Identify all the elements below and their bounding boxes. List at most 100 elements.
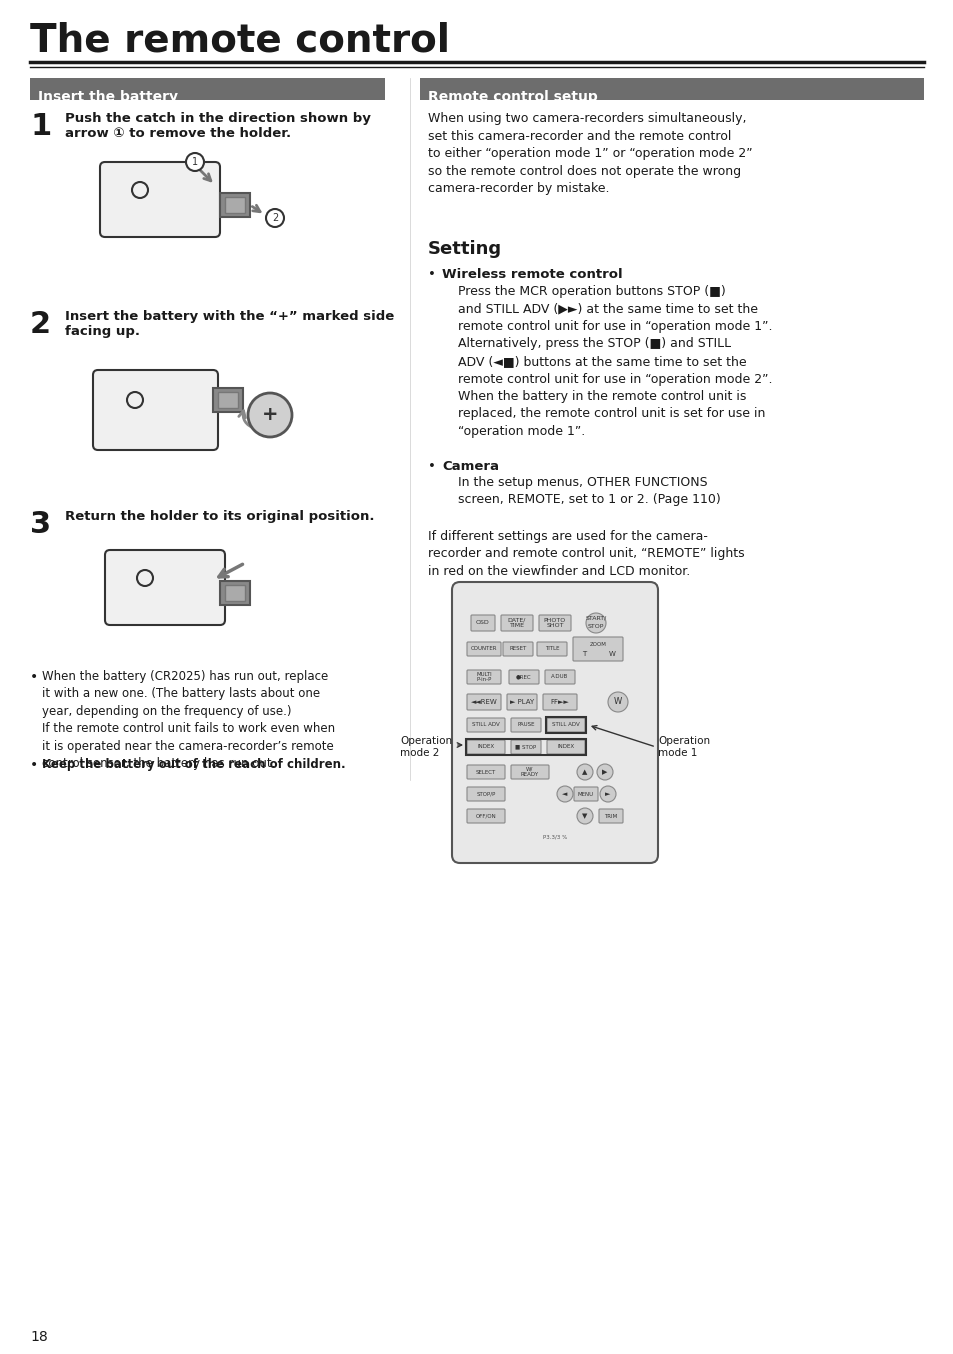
Text: ●REC: ●REC <box>516 674 531 680</box>
Text: ZOOM: ZOOM <box>589 642 606 646</box>
Text: 1: 1 <box>30 112 51 141</box>
Circle shape <box>577 764 593 780</box>
FancyBboxPatch shape <box>220 581 250 605</box>
Text: Insert the battery: Insert the battery <box>38 89 178 104</box>
Text: COUNTER: COUNTER <box>470 646 497 651</box>
Text: The remote control: The remote control <box>30 22 450 60</box>
Text: STOP/P: STOP/P <box>476 792 496 796</box>
FancyBboxPatch shape <box>574 787 598 802</box>
Text: Camera: Camera <box>441 460 498 473</box>
FancyBboxPatch shape <box>419 79 923 100</box>
Text: W/
READY: W/ READY <box>520 766 538 777</box>
Text: When using two camera-recorders simultaneously,
set this camera-recorder and the: When using two camera-recorders simultan… <box>428 112 752 195</box>
FancyBboxPatch shape <box>452 582 658 862</box>
FancyBboxPatch shape <box>538 615 571 631</box>
Text: 2: 2 <box>30 310 51 338</box>
FancyBboxPatch shape <box>511 718 540 733</box>
Text: ◄◄REW: ◄◄REW <box>470 699 497 705</box>
Circle shape <box>577 808 593 825</box>
FancyBboxPatch shape <box>467 695 500 709</box>
Text: STILL ADV: STILL ADV <box>472 723 499 727</box>
Text: START/: START/ <box>585 616 606 620</box>
FancyBboxPatch shape <box>598 808 622 823</box>
FancyBboxPatch shape <box>100 162 220 237</box>
Text: •: • <box>30 758 38 772</box>
Circle shape <box>597 764 613 780</box>
Text: DATE/
TIME: DATE/ TIME <box>507 617 526 628</box>
Text: TITLE: TITLE <box>544 646 558 651</box>
Text: ■ STOP: ■ STOP <box>515 745 536 750</box>
FancyBboxPatch shape <box>218 393 237 408</box>
Text: Press the MCR operation buttons STOP (■)
and STILL ADV (▶►) at the same time to : Press the MCR operation buttons STOP (■)… <box>457 284 772 437</box>
Text: •: • <box>428 460 436 473</box>
Text: Keep the battery out of the reach of children.: Keep the battery out of the reach of chi… <box>42 758 345 770</box>
Text: ◄: ◄ <box>561 791 567 798</box>
Text: Remote control setup: Remote control setup <box>428 89 598 104</box>
FancyBboxPatch shape <box>511 741 540 754</box>
Text: In the setup menus, OTHER FUNCTIONS
screen, REMOTE, set to 1 or 2. (Page 110): In the setup menus, OTHER FUNCTIONS scre… <box>457 477 720 506</box>
Circle shape <box>599 787 616 802</box>
Text: ► PLAY: ► PLAY <box>509 699 534 705</box>
FancyBboxPatch shape <box>225 585 245 601</box>
FancyBboxPatch shape <box>506 695 537 709</box>
Text: Return the holder to its original position.: Return the holder to its original positi… <box>65 510 375 523</box>
Text: W: W <box>613 697 621 707</box>
Text: Operation
mode 2: Operation mode 2 <box>399 737 452 758</box>
FancyBboxPatch shape <box>467 787 504 802</box>
FancyBboxPatch shape <box>573 636 622 661</box>
FancyBboxPatch shape <box>467 765 504 779</box>
Text: ▼: ▼ <box>581 812 587 819</box>
Text: ▶: ▶ <box>601 769 607 774</box>
FancyBboxPatch shape <box>537 642 566 655</box>
FancyBboxPatch shape <box>500 615 533 631</box>
Text: SELECT: SELECT <box>476 769 496 774</box>
FancyBboxPatch shape <box>467 670 500 684</box>
Text: MULTI
P-in-P: MULTI P-in-P <box>476 672 492 682</box>
Circle shape <box>266 209 284 227</box>
FancyBboxPatch shape <box>546 718 584 733</box>
FancyBboxPatch shape <box>544 670 575 684</box>
Text: STOP: STOP <box>587 623 603 628</box>
Text: A.DUB: A.DUB <box>551 674 568 680</box>
Text: If different settings are used for the camera-
recorder and remote control unit,: If different settings are used for the c… <box>428 529 744 578</box>
Text: ►: ► <box>604 791 610 798</box>
FancyBboxPatch shape <box>509 670 538 684</box>
FancyBboxPatch shape <box>471 615 495 631</box>
Circle shape <box>248 393 292 437</box>
Text: Insert the battery with the “+” marked side
facing up.: Insert the battery with the “+” marked s… <box>65 310 394 338</box>
Text: W: W <box>608 651 615 657</box>
FancyBboxPatch shape <box>105 550 225 626</box>
FancyBboxPatch shape <box>502 642 533 655</box>
Text: T: T <box>581 651 585 657</box>
Circle shape <box>607 692 627 712</box>
FancyBboxPatch shape <box>467 741 504 754</box>
Text: OSD: OSD <box>476 620 489 626</box>
Text: Wireless remote control: Wireless remote control <box>441 268 622 282</box>
Text: MENU: MENU <box>578 792 594 796</box>
FancyBboxPatch shape <box>511 765 548 779</box>
FancyBboxPatch shape <box>92 370 218 450</box>
Text: Push the catch in the direction shown by
arrow ① to remove the holder.: Push the catch in the direction shown by… <box>65 112 371 139</box>
FancyBboxPatch shape <box>542 695 577 709</box>
Text: 3: 3 <box>30 510 51 539</box>
FancyBboxPatch shape <box>467 808 504 823</box>
Text: INDEX: INDEX <box>557 745 574 750</box>
Text: •: • <box>428 268 436 282</box>
Circle shape <box>186 153 204 171</box>
FancyBboxPatch shape <box>220 194 250 217</box>
FancyBboxPatch shape <box>213 389 243 412</box>
Text: INDEX: INDEX <box>476 745 494 750</box>
Circle shape <box>585 613 605 634</box>
FancyBboxPatch shape <box>546 741 584 754</box>
Text: Setting: Setting <box>428 240 501 259</box>
Text: RESET: RESET <box>509 646 526 651</box>
Text: Operation
mode 1: Operation mode 1 <box>658 737 709 758</box>
Text: +: + <box>261 405 278 425</box>
Text: P3.3/3 %: P3.3/3 % <box>542 834 566 839</box>
Text: PHOTO
SHOT: PHOTO SHOT <box>543 617 565 628</box>
Text: 2: 2 <box>272 213 278 223</box>
Text: •: • <box>30 670 38 684</box>
Text: When the battery (CR2025) has run out, replace
it with a new one. (The battery l: When the battery (CR2025) has run out, r… <box>42 670 335 770</box>
Text: 1: 1 <box>192 157 198 167</box>
FancyBboxPatch shape <box>30 79 385 100</box>
